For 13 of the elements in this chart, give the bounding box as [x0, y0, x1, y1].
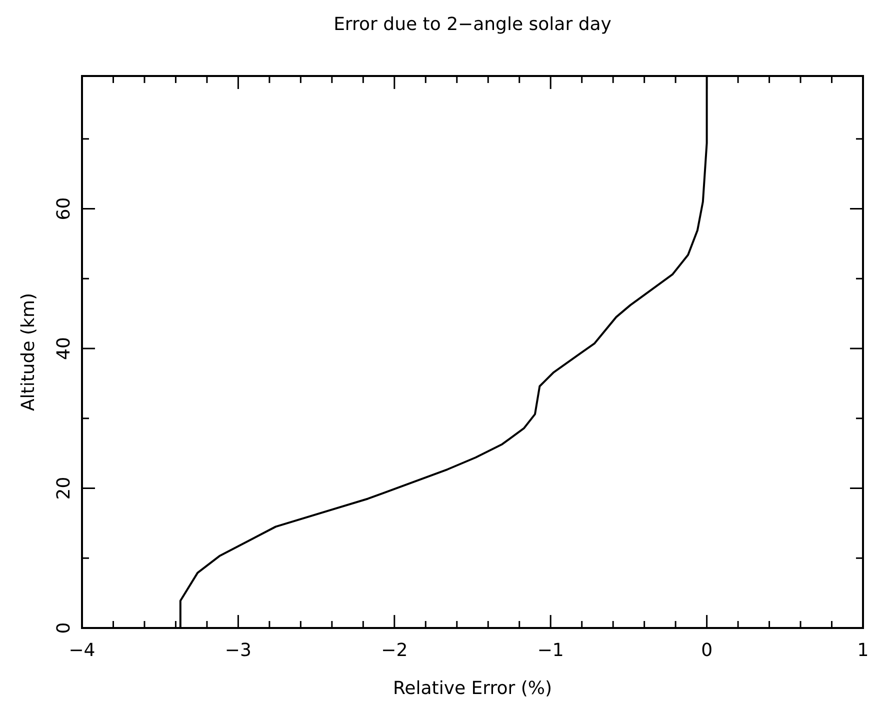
chart-title: Error due to 2−angle solar day — [334, 14, 612, 35]
x-tick-label: 1 — [857, 640, 869, 661]
x-tick-label: −1 — [537, 640, 564, 661]
y-tick-label: 20 — [54, 476, 74, 500]
x-tick-label: −4 — [68, 640, 96, 661]
x-tick-label: −3 — [224, 640, 252, 661]
y-tick-label: 40 — [54, 337, 74, 360]
x-tick-label: 0 — [701, 640, 713, 661]
y-tick-label: 60 — [54, 197, 74, 220]
x-axis-title: Relative Error (%) — [392, 678, 552, 699]
y-tick-label: 0 — [54, 622, 74, 634]
x-tick-label: −2 — [381, 640, 408, 661]
y-axis-title: Altitude (km) — [18, 292, 39, 412]
